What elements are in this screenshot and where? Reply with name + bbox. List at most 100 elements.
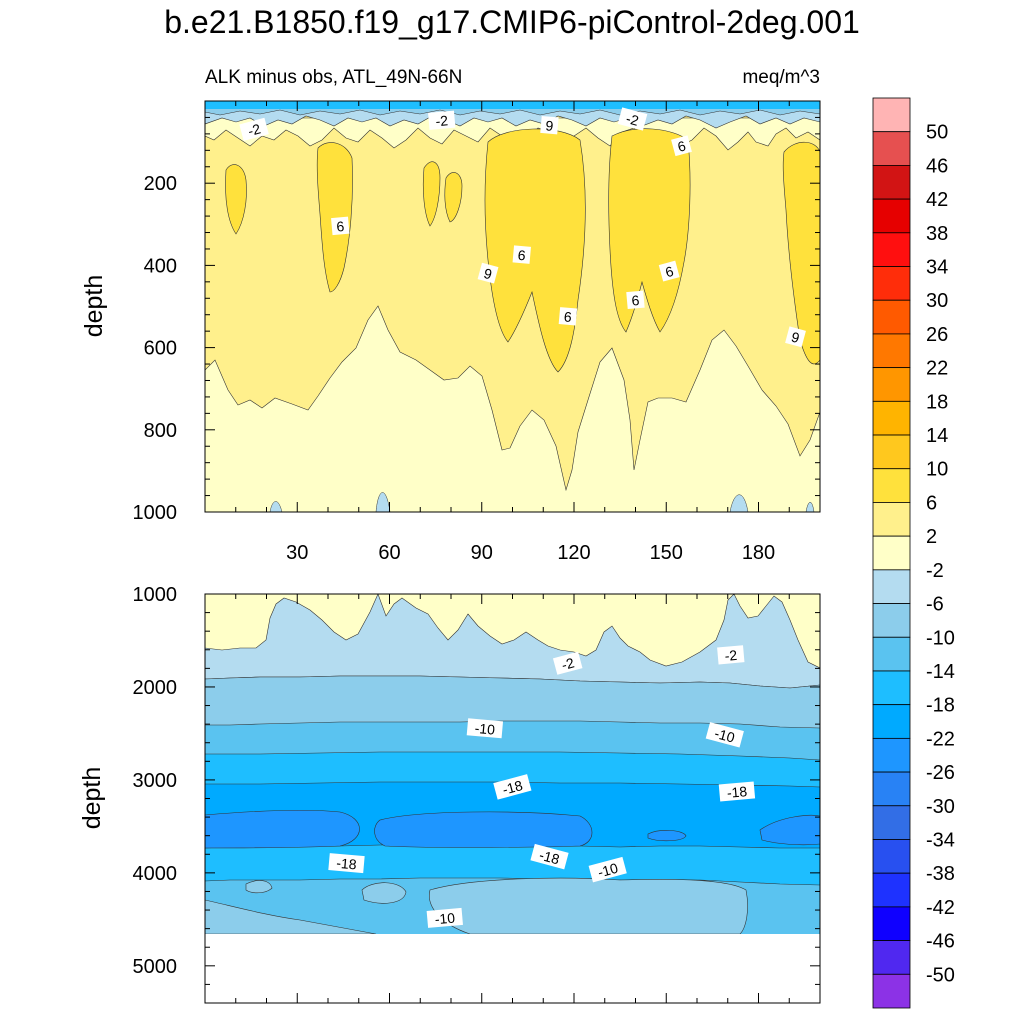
contour-label: 9 — [785, 326, 806, 348]
contour-label: 6 — [671, 135, 692, 157]
fill-band-6-10-f — [444, 172, 463, 223]
fill-band-minus10-minus6-deep-d — [245, 880, 273, 894]
y-tick-label: 200 — [144, 173, 177, 195]
contour-label-box — [540, 115, 559, 135]
x-tick-label: 120 — [557, 542, 590, 564]
colorbar-label: -2 — [926, 560, 944, 582]
contour-label: -18 — [530, 843, 569, 870]
colorbar-label: -42 — [926, 897, 955, 919]
contour-label-box — [617, 107, 648, 131]
y-tick-label: 3000 — [133, 770, 178, 792]
contour-label: 6 — [512, 245, 531, 264]
contour-label: 6 — [331, 216, 350, 236]
contour-label-text: -10 — [474, 720, 496, 738]
colorbar-label: -34 — [926, 829, 955, 851]
contour-label-box — [717, 645, 745, 665]
upper-left-label: ALK minus obs, ATL_49N-66N — [205, 67, 462, 88]
colorbar-label: -18 — [926, 695, 955, 717]
fill-band-minus26-minus22-c — [647, 830, 687, 842]
contour-label-box — [493, 774, 532, 800]
upper-contour-labels: -2 -2 9 -2 6 6 6 9 6 6 6 9 — [239, 107, 806, 348]
contour-label-box — [588, 856, 627, 883]
colorbar-swatch — [872, 771, 911, 807]
contour-label-text: -2 — [624, 110, 640, 129]
x-tick-label: 30 — [286, 542, 308, 564]
fill-band-minus26-minus22-d — [759, 815, 820, 846]
colorbar-label: -30 — [926, 796, 955, 818]
fill-band-minus10-minus6 — [205, 675, 820, 729]
colorbar-label: 34 — [926, 257, 948, 279]
colorbar-swatch — [872, 535, 911, 571]
contour-label: -18 — [493, 774, 532, 800]
colorbar-swatch — [872, 805, 911, 840]
colorbar-label: 10 — [926, 459, 948, 481]
colorbar-swatch — [872, 502, 911, 537]
lower-axis-ticks: 1000 2000 3000 4000 5000 — [133, 584, 820, 1004]
figure-title: b.e21.B1850.f19_g17.CMIP6-piControl-2deg… — [164, 4, 860, 40]
contour-label-box — [466, 718, 504, 739]
colorbar-label: 22 — [926, 358, 948, 380]
colorbar-swatch — [872, 704, 911, 739]
fill-band-6-10-e — [422, 161, 441, 227]
colorbar-swatch — [872, 299, 911, 335]
contour-label: -2 — [617, 107, 648, 131]
contour-label: 9 — [477, 262, 499, 284]
contour-label-box — [530, 843, 569, 870]
contour-label-box — [558, 307, 578, 326]
colorbar-label: -46 — [926, 931, 955, 953]
contour-label: 6 — [558, 307, 578, 326]
colorbar-swatch — [872, 670, 911, 706]
contour-label: -2 — [428, 110, 456, 130]
x-tick-label: 150 — [650, 542, 683, 564]
colorbar-label: 38 — [926, 223, 948, 245]
colorbar-swatch — [872, 603, 911, 638]
y-tick-label: 600 — [144, 338, 177, 360]
y-tick-label: 400 — [144, 255, 177, 277]
no-data-region — [205, 934, 820, 1003]
colorbar-label: 6 — [926, 492, 937, 514]
colorbar-swatch — [872, 434, 911, 470]
contour-label-box — [718, 781, 756, 802]
contour-label: -18 — [328, 853, 365, 874]
contour-label: -2 — [552, 651, 583, 675]
y-tick-label: 1000 — [133, 584, 178, 606]
fill-band-minus26-minus22-b — [374, 811, 593, 848]
contour-label-text: -2 — [246, 120, 262, 139]
colorbar-swatch — [872, 636, 911, 672]
contour-label-box — [671, 135, 692, 157]
colorbar-swatch — [872, 165, 911, 200]
contour-label-text: 6 — [676, 137, 688, 155]
contour-label-text: -10 — [434, 910, 456, 928]
fill-band-6-10-c — [316, 142, 353, 293]
colorbar-label: -22 — [926, 728, 955, 750]
colorbar-label: -14 — [926, 661, 955, 683]
colorbar-label: 42 — [926, 189, 948, 211]
contour-label: -10 — [705, 722, 744, 748]
contour-label-text: 9 — [482, 265, 494, 283]
contour-label-text: 6 — [517, 247, 526, 264]
colorbar-label: -10 — [926, 627, 955, 649]
contour-label-box — [552, 651, 583, 675]
colorbar-label: -26 — [926, 762, 955, 784]
lower-panel: 1000 2000 3000 4000 5000 -2 -2 -10 -10 -18 -18 -18… — [78, 584, 821, 1004]
contour-label-box — [512, 245, 531, 264]
contour-label-text: 6 — [631, 292, 640, 309]
contour-label-box — [328, 853, 365, 874]
colorbar-swatch — [872, 131, 911, 166]
contour-label-text: -18 — [726, 783, 748, 801]
x-tick-label: 90 — [471, 542, 493, 564]
contour-label-text: -18 — [501, 777, 525, 798]
contour-label: -10 — [588, 856, 627, 883]
colorbar-label: 30 — [926, 290, 948, 312]
y-tick-label: 1000 — [133, 502, 178, 524]
contour-label-text: 6 — [663, 263, 675, 281]
x-tick-label: 60 — [378, 542, 400, 564]
contour-label-text: 9 — [790, 329, 802, 347]
colorbar-label: 14 — [926, 425, 948, 447]
lower-contour-labels: -2 -2 -10 -10 -18 -18 -18 -18 -10 -10 — [328, 645, 756, 928]
colorbar-swatch — [872, 906, 911, 941]
contour-label-box — [705, 722, 744, 748]
contour-label-box — [785, 326, 806, 348]
contour-label-text: -18 — [336, 855, 358, 873]
colorbar-swatch — [872, 97, 911, 133]
